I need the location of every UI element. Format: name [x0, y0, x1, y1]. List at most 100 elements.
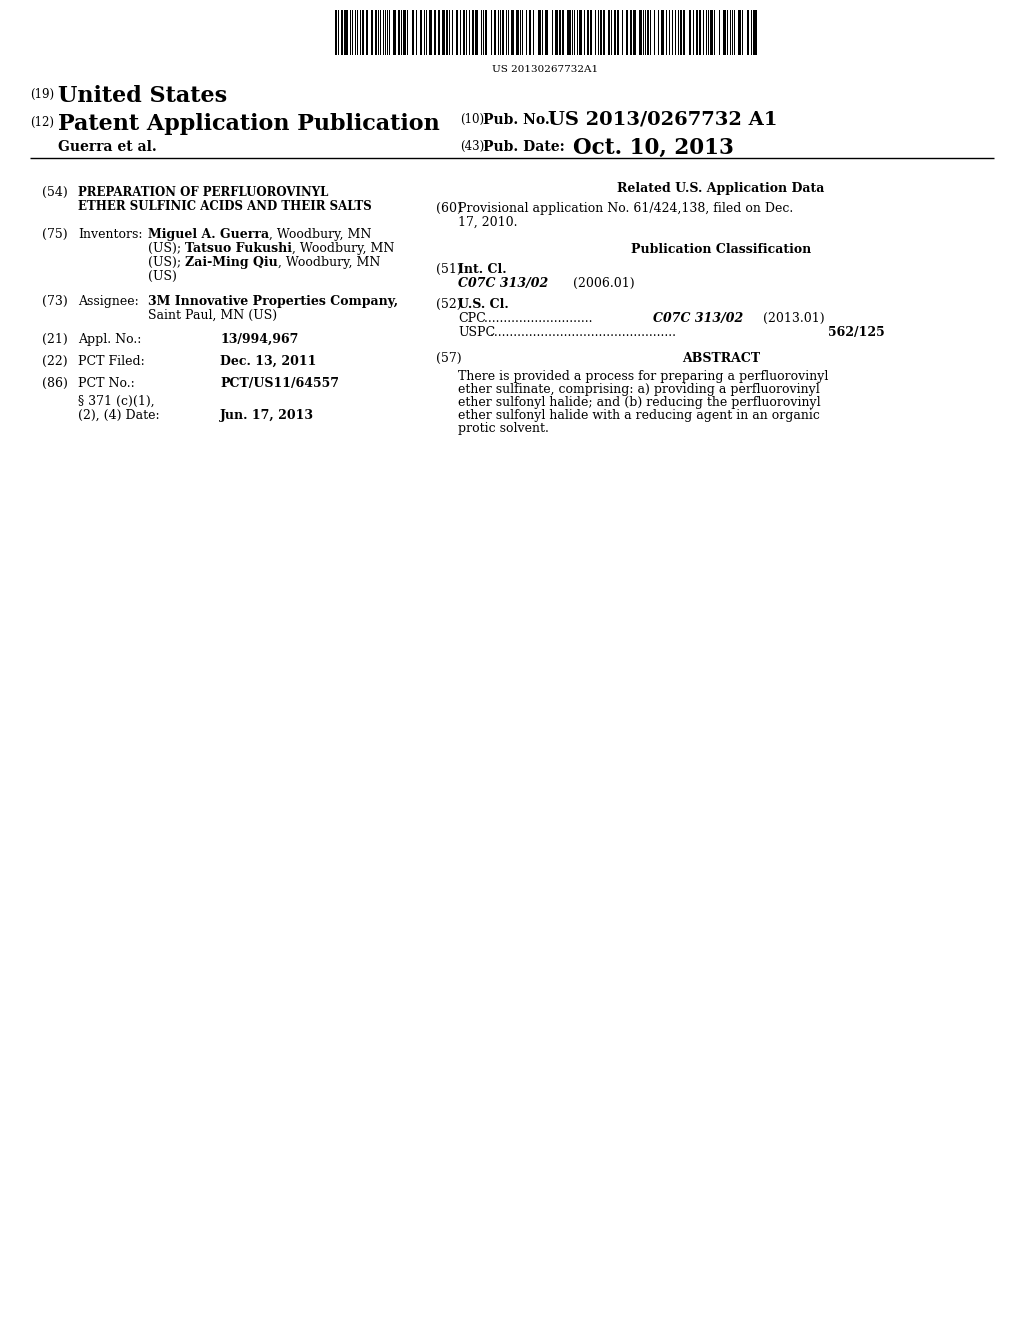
Bar: [559, 11, 561, 55]
Bar: [511, 11, 514, 55]
Text: , Woodbury, MN: , Woodbury, MN: [292, 242, 394, 255]
Bar: [662, 11, 664, 55]
Text: Tatsuo Fukushi: Tatsuo Fukushi: [185, 242, 292, 255]
Bar: [590, 11, 592, 55]
Bar: [429, 11, 432, 55]
Text: PCT/US11/64557: PCT/US11/64557: [220, 378, 339, 389]
Bar: [639, 11, 642, 55]
Text: (43): (43): [460, 140, 484, 153]
Bar: [608, 11, 610, 55]
Text: ether sulfonyl halide; and (b) reducing the perfluorovinyl: ether sulfonyl halide; and (b) reducing …: [458, 396, 820, 409]
Text: (57): (57): [436, 352, 462, 366]
Text: (US);: (US);: [148, 256, 185, 269]
Text: (75): (75): [42, 228, 68, 242]
Text: Pub. No.:: Pub. No.:: [483, 114, 555, 127]
Text: Int. Cl.: Int. Cl.: [458, 263, 507, 276]
Text: 562/125: 562/125: [828, 326, 885, 339]
Bar: [456, 11, 458, 55]
Bar: [738, 11, 741, 55]
Text: Inventors:: Inventors:: [78, 228, 142, 242]
Bar: [626, 11, 628, 55]
Text: Appl. No.:: Appl. No.:: [78, 333, 141, 346]
Bar: [446, 11, 449, 55]
Bar: [472, 11, 474, 55]
Bar: [341, 11, 343, 55]
Bar: [630, 11, 632, 55]
Bar: [538, 11, 541, 55]
Text: ETHER SULFINIC ACIDS AND THEIR SALTS: ETHER SULFINIC ACIDS AND THEIR SALTS: [78, 201, 372, 213]
Text: (12): (12): [30, 116, 54, 129]
Bar: [699, 11, 701, 55]
Bar: [403, 11, 406, 55]
Text: C07C 313/02: C07C 313/02: [458, 277, 548, 290]
Text: PREPARATION OF PERFLUOROVINYL: PREPARATION OF PERFLUOROVINYL: [78, 186, 329, 199]
Bar: [633, 11, 636, 55]
Text: (US): (US): [148, 271, 177, 282]
Text: Assignee:: Assignee:: [78, 294, 138, 308]
Text: (10): (10): [460, 114, 484, 125]
Text: U.S. Cl.: U.S. Cl.: [458, 298, 509, 312]
Bar: [438, 11, 440, 55]
Bar: [475, 11, 478, 55]
Text: ether sulfonyl halide with a reducing agent in an organic: ether sulfonyl halide with a reducing ag…: [458, 409, 820, 422]
Text: C07C 313/02: C07C 313/02: [653, 312, 743, 325]
Bar: [746, 11, 749, 55]
Bar: [696, 11, 698, 55]
Text: There is provided a process for preparing a perfluorovinyl: There is provided a process for preparin…: [458, 370, 828, 383]
Bar: [420, 11, 422, 55]
Bar: [545, 11, 548, 55]
Text: (19): (19): [30, 88, 54, 102]
Bar: [434, 11, 436, 55]
Bar: [335, 11, 337, 55]
Text: Miguel A. Guerra: Miguel A. Guerra: [148, 228, 269, 242]
Text: 17, 2010.: 17, 2010.: [458, 216, 517, 228]
Text: (51): (51): [436, 263, 462, 276]
Text: Related U.S. Application Data: Related U.S. Application Data: [617, 182, 824, 195]
Bar: [366, 11, 368, 55]
Bar: [680, 11, 682, 55]
Text: ............................: ............................: [480, 312, 593, 325]
Bar: [614, 11, 616, 55]
Text: protic solvent.: protic solvent.: [458, 422, 549, 436]
Text: Dec. 13, 2011: Dec. 13, 2011: [220, 355, 316, 368]
Bar: [412, 11, 414, 55]
Text: , Woodbury, MN: , Woodbury, MN: [278, 256, 380, 269]
Text: ether sulfinate, comprising: a) providing a perfluorovinyl: ether sulfinate, comprising: a) providin…: [458, 383, 820, 396]
Bar: [579, 11, 582, 55]
Text: PCT Filed:: PCT Filed:: [78, 355, 144, 368]
Text: (2006.01): (2006.01): [573, 277, 635, 290]
Text: (2), (4) Date:: (2), (4) Date:: [78, 409, 160, 422]
Bar: [375, 11, 377, 55]
Bar: [567, 11, 571, 55]
Text: Provisional application No. 61/424,138, filed on Dec.: Provisional application No. 61/424,138, …: [458, 202, 794, 215]
Text: Publication Classification: Publication Classification: [631, 243, 811, 256]
Bar: [562, 11, 564, 55]
Bar: [344, 11, 348, 55]
Bar: [494, 11, 496, 55]
Text: Oct. 10, 2013: Oct. 10, 2013: [573, 137, 734, 158]
Text: (73): (73): [42, 294, 68, 308]
Bar: [463, 11, 465, 55]
Text: (US);: (US);: [148, 242, 185, 255]
Bar: [555, 11, 558, 55]
Text: Patent Application Publication: Patent Application Publication: [58, 114, 439, 135]
Bar: [398, 11, 400, 55]
Text: US 20130267732A1: US 20130267732A1: [492, 65, 598, 74]
Text: ABSTRACT: ABSTRACT: [682, 352, 760, 366]
Bar: [485, 11, 487, 55]
Text: US 2013/0267732 A1: US 2013/0267732 A1: [548, 110, 777, 128]
Text: (2013.01): (2013.01): [763, 312, 824, 325]
Text: United States: United States: [58, 84, 227, 107]
Text: (22): (22): [42, 355, 68, 368]
Bar: [516, 11, 519, 55]
Text: (52): (52): [436, 298, 462, 312]
Bar: [371, 11, 373, 55]
Bar: [710, 11, 713, 55]
Text: 13/994,967: 13/994,967: [220, 333, 298, 346]
Bar: [617, 11, 618, 55]
Bar: [393, 11, 396, 55]
Text: CPC: CPC: [458, 312, 485, 325]
Text: ................................................: ........................................…: [486, 326, 676, 339]
Text: (54): (54): [42, 186, 68, 199]
Bar: [723, 11, 726, 55]
